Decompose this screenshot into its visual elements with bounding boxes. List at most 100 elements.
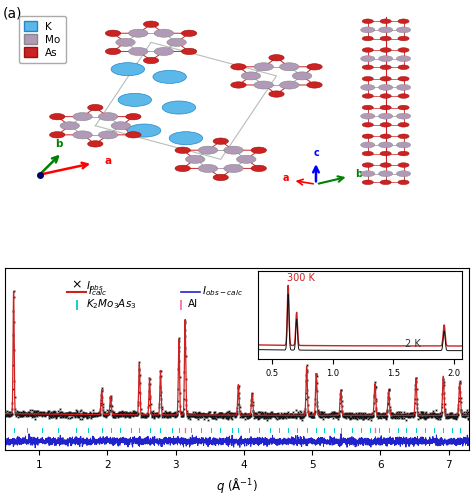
Text: $\times$: $\times$	[72, 279, 82, 292]
Circle shape	[73, 112, 92, 121]
Circle shape	[361, 27, 375, 33]
Ellipse shape	[118, 94, 152, 106]
Circle shape	[88, 141, 103, 147]
Circle shape	[362, 163, 374, 167]
Circle shape	[361, 85, 375, 91]
Circle shape	[73, 131, 92, 139]
Circle shape	[213, 138, 228, 145]
Text: (a): (a)	[2, 7, 22, 21]
Circle shape	[167, 38, 186, 47]
Circle shape	[224, 146, 243, 154]
Text: b: b	[55, 139, 63, 149]
Circle shape	[380, 76, 391, 81]
Y-axis label: $I_{obs}$ (arb. scale): $I_{obs}$ (arb. scale)	[0, 320, 2, 399]
Text: Al: Al	[188, 299, 198, 309]
Circle shape	[380, 122, 391, 127]
Circle shape	[398, 105, 409, 110]
Circle shape	[144, 21, 159, 27]
Text: c: c	[314, 148, 320, 158]
Circle shape	[254, 63, 273, 71]
Circle shape	[50, 113, 65, 120]
Circle shape	[396, 55, 410, 61]
Circle shape	[99, 131, 118, 139]
Circle shape	[398, 163, 409, 167]
Circle shape	[105, 48, 121, 54]
Circle shape	[361, 55, 375, 61]
Circle shape	[398, 122, 409, 127]
Text: $I_{obs}$: $I_{obs}$	[86, 279, 104, 293]
Text: $I_{calc}$: $I_{calc}$	[88, 285, 108, 298]
Circle shape	[398, 151, 409, 156]
Circle shape	[241, 72, 261, 80]
Circle shape	[307, 82, 322, 88]
Circle shape	[50, 132, 65, 138]
Circle shape	[292, 72, 312, 80]
Circle shape	[380, 180, 391, 185]
Circle shape	[362, 134, 374, 139]
Circle shape	[111, 122, 130, 130]
Circle shape	[398, 36, 409, 41]
Circle shape	[182, 30, 197, 37]
Circle shape	[362, 122, 374, 127]
Circle shape	[398, 65, 409, 70]
Circle shape	[128, 48, 148, 55]
Circle shape	[251, 165, 266, 172]
Ellipse shape	[153, 70, 186, 83]
Circle shape	[175, 147, 191, 153]
Circle shape	[362, 180, 374, 185]
Circle shape	[380, 65, 391, 70]
Circle shape	[379, 142, 393, 148]
Circle shape	[144, 57, 159, 64]
Circle shape	[380, 19, 391, 24]
Circle shape	[307, 64, 322, 70]
Circle shape	[361, 171, 375, 177]
Circle shape	[398, 76, 409, 81]
Text: $I_{obs-calc}$: $I_{obs-calc}$	[202, 285, 243, 298]
Circle shape	[154, 48, 173, 55]
Circle shape	[396, 85, 410, 91]
Circle shape	[198, 164, 218, 172]
Circle shape	[128, 29, 148, 37]
Circle shape	[154, 29, 173, 37]
Circle shape	[380, 105, 391, 110]
Circle shape	[380, 163, 391, 167]
Circle shape	[379, 85, 393, 91]
Ellipse shape	[162, 101, 196, 114]
Circle shape	[99, 112, 118, 121]
Circle shape	[398, 48, 409, 52]
Circle shape	[396, 142, 410, 148]
Circle shape	[280, 81, 299, 89]
Circle shape	[396, 113, 410, 119]
Circle shape	[231, 64, 246, 70]
Ellipse shape	[128, 124, 161, 137]
Circle shape	[398, 134, 409, 139]
Circle shape	[362, 48, 374, 52]
Circle shape	[88, 104, 103, 111]
Circle shape	[126, 132, 141, 138]
Circle shape	[60, 122, 80, 130]
Circle shape	[379, 27, 393, 33]
Circle shape	[361, 142, 375, 148]
Circle shape	[175, 165, 191, 172]
Circle shape	[126, 113, 141, 120]
Circle shape	[398, 180, 409, 185]
Circle shape	[362, 76, 374, 81]
Text: a: a	[105, 156, 112, 166]
Circle shape	[105, 30, 121, 37]
Circle shape	[362, 65, 374, 70]
Circle shape	[396, 171, 410, 177]
Circle shape	[380, 94, 391, 99]
Circle shape	[185, 155, 205, 163]
Circle shape	[269, 54, 284, 61]
Circle shape	[380, 36, 391, 41]
Circle shape	[224, 164, 243, 172]
Circle shape	[379, 113, 393, 119]
Circle shape	[254, 81, 273, 89]
Circle shape	[398, 94, 409, 99]
Circle shape	[398, 19, 409, 24]
Legend: K, Mo, As: K, Mo, As	[19, 16, 66, 63]
Circle shape	[379, 55, 393, 61]
Circle shape	[213, 174, 228, 181]
Circle shape	[362, 151, 374, 156]
Text: a: a	[283, 173, 289, 183]
